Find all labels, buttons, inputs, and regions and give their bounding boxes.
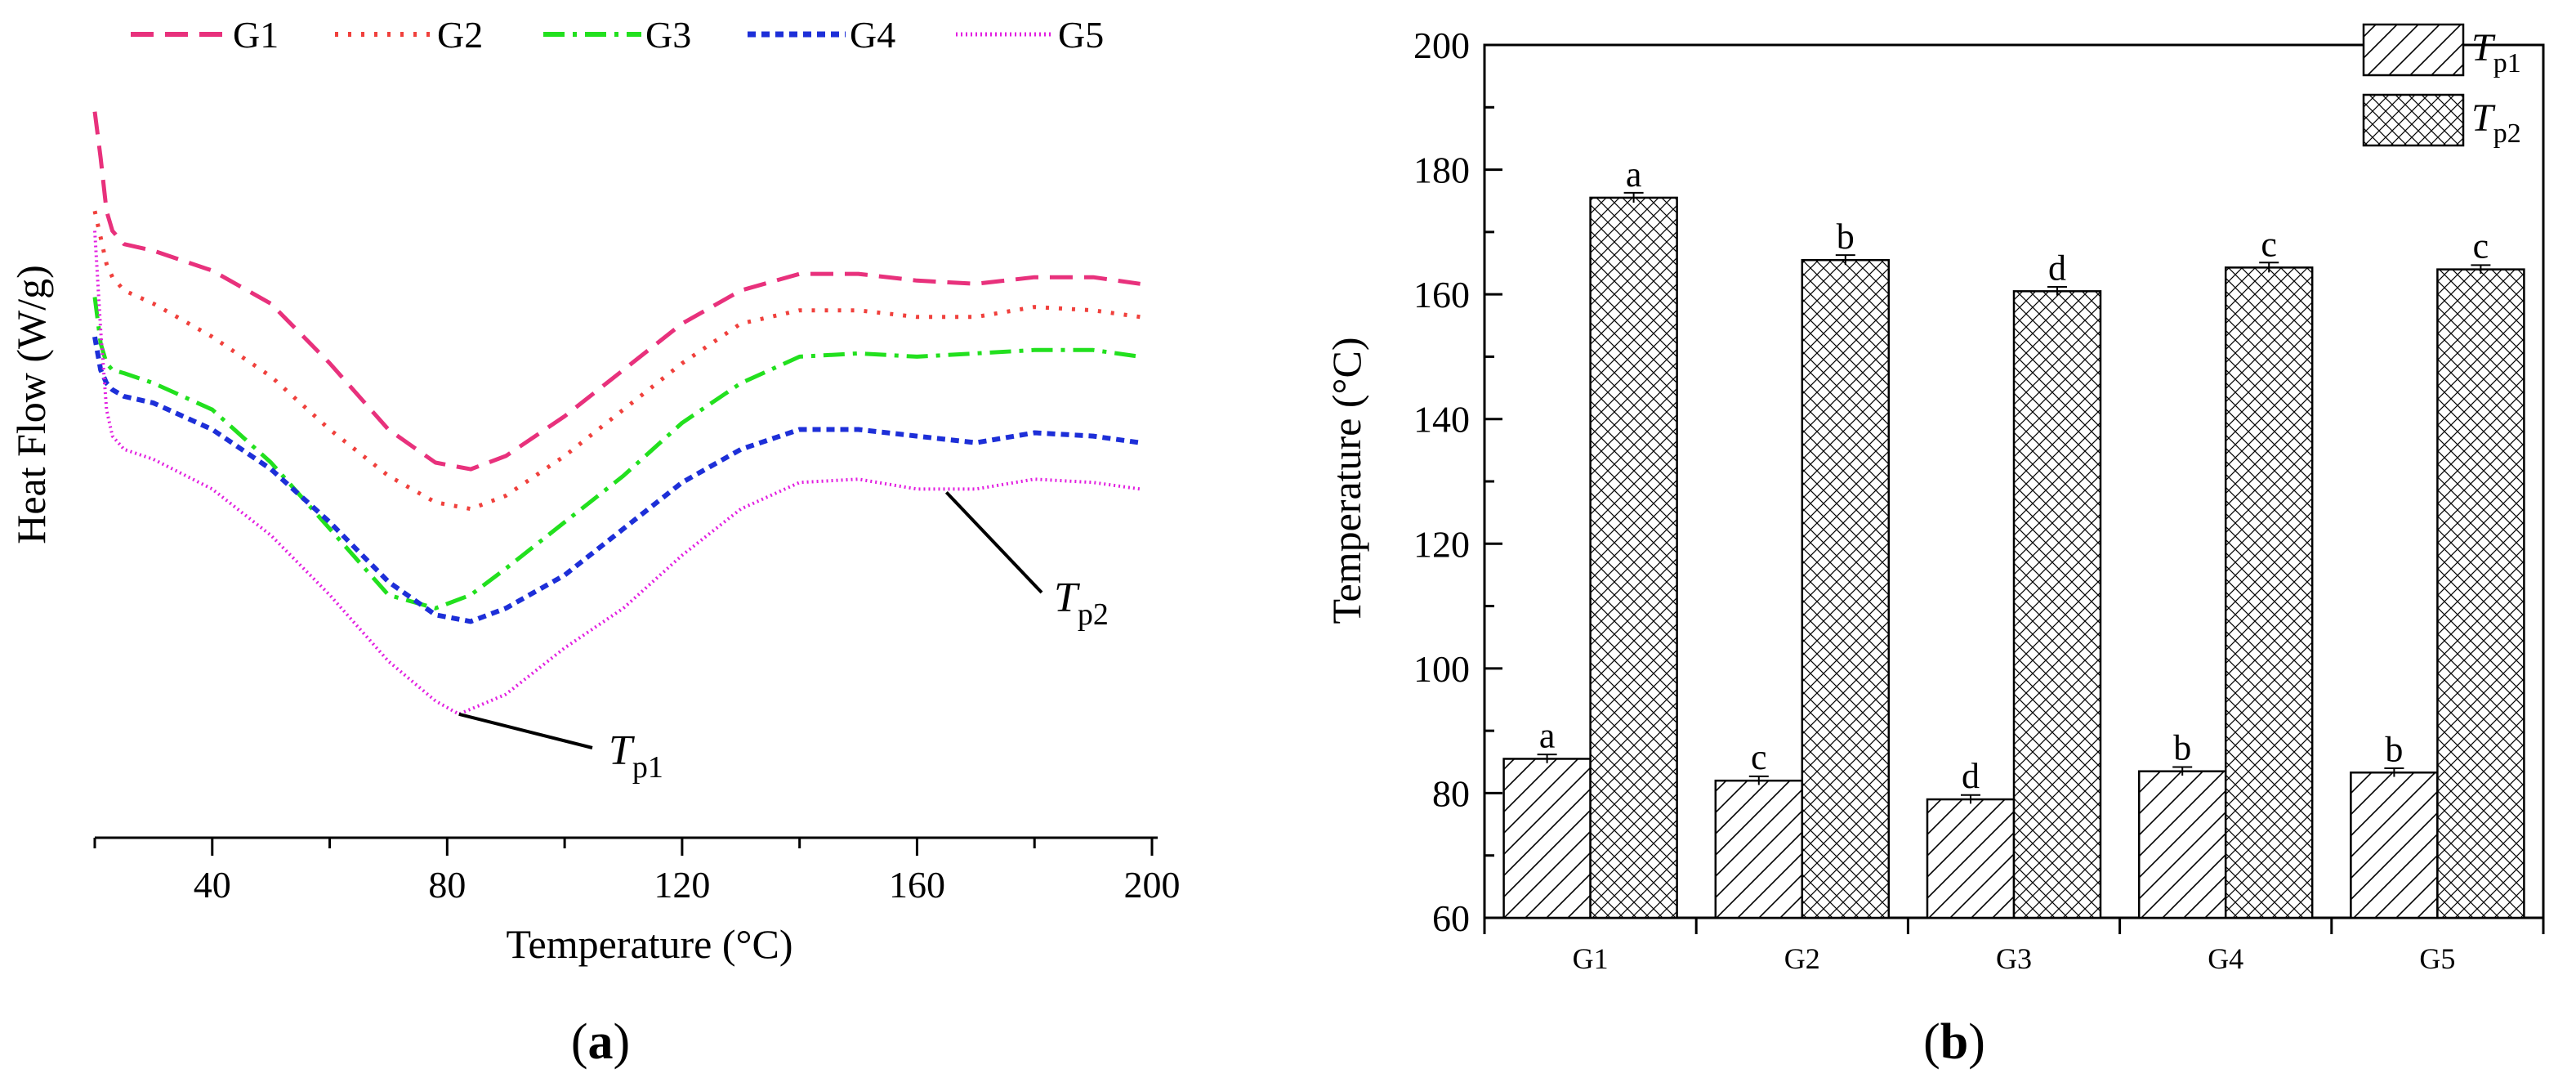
y-tick-label: 80 — [1432, 772, 1470, 814]
legend-swatch-p1 — [2362, 23, 2465, 77]
panel-b-x-ticks: G1 G2 G3 G4 G5 — [1483, 918, 2545, 975]
annotation-tp1-leader — [458, 712, 593, 749]
series-line-g4 — [92, 336, 1141, 624]
legend-swatch-p2 — [2362, 93, 2465, 147]
panel-a-series — [92, 111, 1141, 716]
x-tick-label: 120 — [654, 864, 710, 906]
legend-label-p2: Tp2 — [2471, 96, 2521, 149]
series-line-g2 — [92, 210, 1141, 512]
bar-p1-g4 — [2137, 770, 2227, 919]
x-tick-label: G1 — [1573, 942, 1609, 975]
significance-letter: d — [1962, 756, 1980, 796]
y-tick-label: 140 — [1413, 399, 1470, 441]
bar-p1-g1 — [1502, 758, 1592, 919]
panel-b-label: (b) — [1923, 1014, 1985, 1070]
legend-label-g4: G4 — [850, 14, 895, 56]
series-line-g1 — [92, 111, 1141, 472]
x-tick-label: 160 — [889, 864, 945, 906]
y-tick-label: 120 — [1413, 523, 1470, 565]
legend-label-p1: Tp1 — [2471, 26, 2521, 78]
significance-letter: a — [1539, 715, 1556, 755]
bar-p2-g2 — [1801, 258, 1891, 919]
significance-letter: b — [2385, 729, 2403, 769]
panel-a-legend: G1 G2 G3 G4 G5 — [131, 14, 1104, 56]
series-line-g3 — [92, 297, 1141, 611]
x-tick-label: 200 — [1124, 864, 1181, 906]
panel-a-plot: 40 80 120 160 200 Tp1 Tp2 — [92, 111, 1181, 906]
bar-p2-g4 — [2224, 266, 2314, 919]
panel-a-label: (a) — [571, 1014, 630, 1070]
significance-letter: c — [1751, 737, 1767, 777]
bar-p2-g5 — [2436, 268, 2525, 919]
x-tick-label: G4 — [2208, 942, 2243, 975]
panel-a-y-axis-title: Heat Flow (W/g) — [8, 265, 54, 544]
bar-p2-g3 — [2012, 290, 2102, 919]
annotation-tp2-leader — [944, 491, 1043, 594]
bar-p2-g1 — [1589, 196, 1678, 919]
y-tick-label: 100 — [1413, 648, 1470, 690]
y-tick-label: 60 — [1432, 897, 1470, 939]
legend-label-g1: G1 — [233, 14, 279, 56]
legend-label-g3: G3 — [645, 14, 691, 56]
bar-p1-g3 — [1926, 798, 2016, 919]
panel-a-annotations: Tp1 Tp2 — [458, 491, 1109, 785]
annotation-tp1-label: Tp1 — [609, 727, 663, 785]
panel-b-y-axis-title: Temperature (°C) — [1324, 337, 1369, 624]
significance-letter: c — [2473, 226, 2489, 266]
bar-p1-g2 — [1714, 779, 1804, 919]
x-tick-label: G5 — [2419, 942, 2455, 975]
significance-letter: a — [1626, 154, 1642, 195]
panel-b-bars: a c d b b a b d c c — [1502, 154, 2525, 919]
bar-p1-g5 — [2350, 772, 2439, 919]
y-tick-label: 160 — [1413, 274, 1470, 315]
y-tick-label: 200 — [1413, 25, 1470, 66]
x-tick-label: G2 — [1784, 942, 1820, 975]
annotation-tp2-label: Tp2 — [1054, 575, 1109, 632]
panel-b-y-ticks: 60 80 100 120 140 160 180 200 — [1413, 25, 1502, 939]
panel-a-x-axis-title: Temperature (°C) — [506, 921, 792, 967]
significance-letter: d — [2048, 248, 2066, 288]
x-tick-label: 40 — [194, 864, 231, 906]
panel-a: G1 G2 G3 G4 G5 40 80 120 160 200 Tp1 Tp2 Temperat… — [8, 14, 1181, 1070]
y-tick-label: 180 — [1413, 150, 1470, 191]
significance-letter: b — [2173, 728, 2191, 768]
series-line-g5 — [93, 230, 1141, 716]
significance-letter: b — [1837, 217, 1855, 257]
significance-letter: c — [2261, 224, 2277, 264]
x-tick-label: G3 — [1996, 942, 2032, 975]
x-tick-label: 80 — [428, 864, 466, 906]
legend-label-g2: G2 — [437, 14, 483, 56]
panel-a-x-ticks: 40 80 120 160 200 — [93, 838, 1181, 906]
legend-label-g5: G5 — [1058, 14, 1104, 56]
